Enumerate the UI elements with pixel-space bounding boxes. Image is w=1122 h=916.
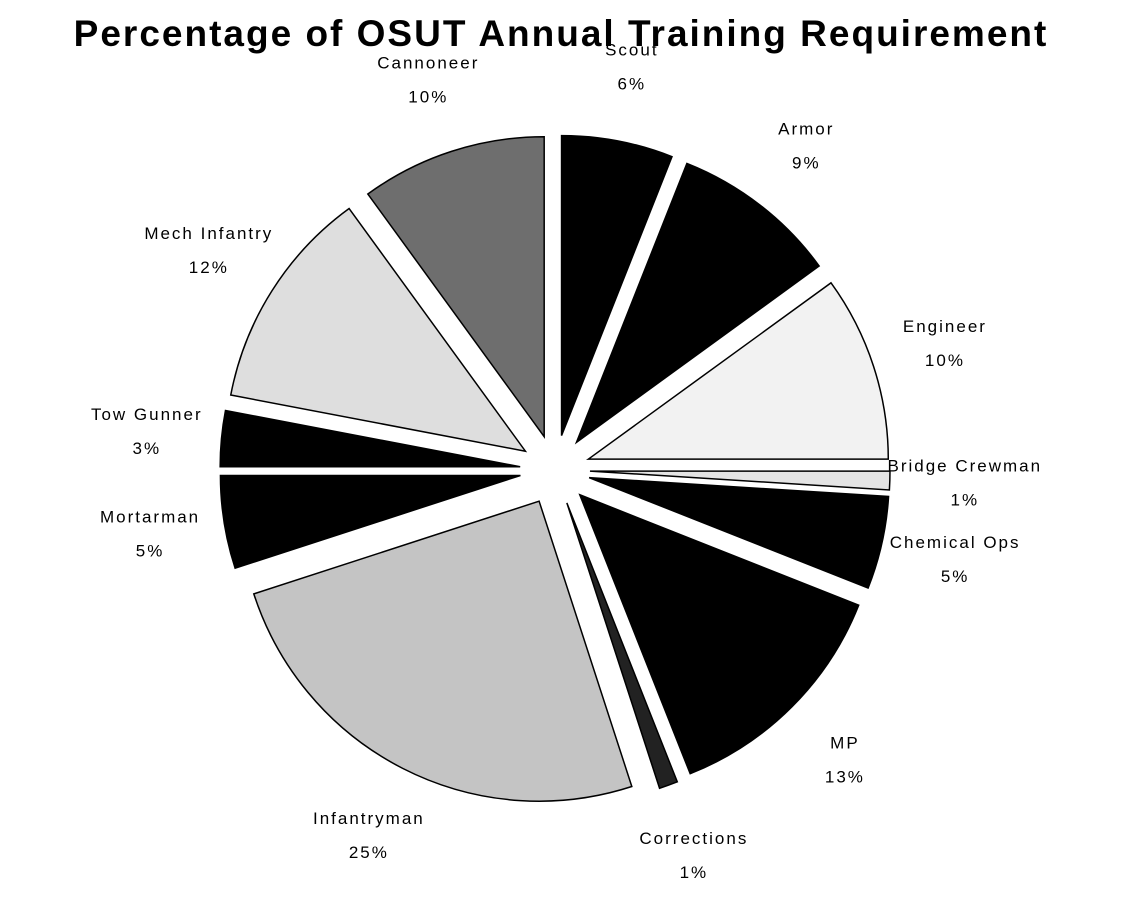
- slice-label: MP: [830, 733, 860, 752]
- pie-slice: [229, 207, 528, 453]
- slice-value-label: 25%: [349, 843, 389, 862]
- pie-slice: [585, 281, 890, 460]
- slice-label: Armor: [778, 120, 834, 139]
- slice-label: Mortarman: [100, 508, 200, 527]
- slice-label: Corrections: [639, 829, 748, 848]
- slice-value-label: 5%: [136, 542, 165, 561]
- pie-slice: [560, 134, 673, 436]
- pie-slice: [366, 135, 545, 440]
- slice-label: Chemical Ops: [890, 533, 1021, 552]
- slice-label: Mech Infantry: [144, 224, 273, 243]
- slice-value-label: 1%: [680, 863, 709, 882]
- slice-label: Engineer: [903, 317, 987, 336]
- slice-label: Infantryman: [313, 809, 425, 828]
- slice-label: Cannoneer: [377, 54, 479, 73]
- slice-value-label: 13%: [825, 767, 865, 786]
- chart-title: Percentage of OSUT Annual Training Requi…: [74, 13, 1049, 54]
- slice-label: Bridge Crewman: [887, 456, 1042, 475]
- pie-slice: [219, 409, 521, 468]
- slice-value-label: 9%: [792, 154, 821, 173]
- pie-slice: [588, 476, 890, 590]
- slice-value-label: 10%: [925, 351, 965, 370]
- pie-slice: [566, 502, 679, 790]
- pie-slice: [252, 500, 633, 802]
- pie-slice: [219, 474, 521, 570]
- pie-slice: [578, 493, 860, 775]
- slice-value-label: 1%: [951, 490, 980, 509]
- slice-value-label: 5%: [941, 567, 970, 586]
- pie-slice: [574, 162, 821, 445]
- slice-label: Scout: [605, 41, 658, 60]
- slice-value-label: 6%: [618, 75, 647, 94]
- pie-slice: [589, 470, 891, 491]
- slice-value-label: 3%: [133, 439, 162, 458]
- slice-label: Tow Gunner: [91, 405, 203, 424]
- slice-value-label: 10%: [408, 88, 448, 107]
- slice-value-label: 12%: [189, 258, 229, 277]
